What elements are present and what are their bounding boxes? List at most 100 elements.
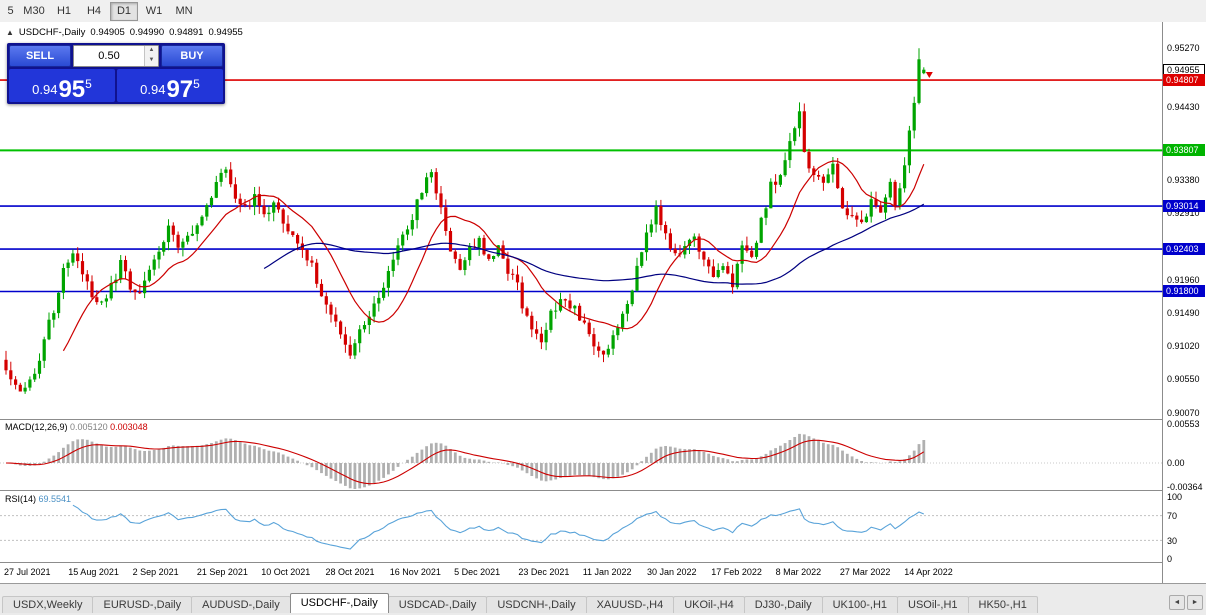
tab-usdchf-daily[interactable]: USDCHF-,Daily: [289, 593, 389, 613]
tab-hk50-h1[interactable]: HK50-,H1: [967, 596, 1038, 613]
date-label: 5 Dec 2021: [454, 567, 501, 577]
tab-usdx-weekly[interactable]: USDX,Weekly: [2, 596, 94, 613]
date-label: 2 Sep 2021: [132, 567, 179, 577]
sell-price-pip: 5: [85, 77, 92, 91]
chart-tabs: USDX,Weekly EURUSD-,Daily AUDUSD-,Daily USD…: [2, 593, 1038, 613]
buy-button[interactable]: BUY: [161, 45, 223, 67]
sell-button[interactable]: SELL: [9, 45, 71, 67]
panel-collapse-icon[interactable]: ▲: [6, 28, 14, 37]
date-label: 27 Mar 2022: [839, 567, 891, 577]
symbol-name: USDCHF-,Daily: [18, 27, 86, 38]
price-scale-label: 0.93380: [1167, 175, 1200, 186]
date-label: 27 Jul 2021: [4, 567, 51, 577]
tab-audusd-daily[interactable]: AUDUSD-,Daily: [191, 596, 291, 613]
tabs-scroll: ◄ ►: [1169, 595, 1203, 610]
rsi-scale-label: 70: [1167, 511, 1178, 521]
date-label: 10 Oct 2021: [261, 567, 311, 577]
date-label: 8 Mar 2022: [775, 567, 822, 577]
lot-increase-button[interactable]: ▲: [145, 46, 158, 56]
price-scale-label: 0.94430: [1167, 101, 1200, 112]
timeframe-button-d1[interactable]: D1: [110, 1, 138, 21]
moving-average-13: [62, 160, 925, 352]
macd-signal-value: 0.003048: [110, 422, 148, 432]
tabs-scroll-left-button[interactable]: ◄: [1169, 595, 1185, 610]
price-scale-label: 0.95270: [1167, 42, 1200, 53]
lot-size-field[interactable]: 0.50 ▲ ▼: [73, 45, 159, 67]
sell-price-base: 0.94: [32, 82, 58, 97]
date-label: 16 Nov 2021: [389, 567, 441, 577]
date-label: 15 Aug 2021: [68, 567, 119, 577]
tab-usdcnh-daily[interactable]: USDCNH-,Daily: [486, 596, 587, 613]
macd-label: MACD(12,26,9) 0.005120 0.003048: [5, 422, 148, 432]
tab-eurusd-daily[interactable]: EURUSD-,Daily: [92, 596, 193, 613]
lot-spinner: ▲ ▼: [144, 46, 158, 66]
macd-histogram: [9, 433, 926, 489]
buy-price-display[interactable]: 0.94 97 5: [117, 69, 223, 102]
macd-main-value: 0.005120: [70, 422, 108, 432]
price-scale-label: 0.90070: [1167, 408, 1200, 419]
macd-signal-line: [5, 439, 925, 485]
ohlc-high: 0.94990: [129, 27, 165, 38]
rsi-name: RSI(14): [5, 494, 37, 504]
rsi-line: [72, 504, 925, 550]
macd-scale-label: 0.00: [1167, 458, 1185, 468]
sell-price-big: 95: [58, 75, 86, 103]
tab-ukoil-h4[interactable]: UKOil-,H4: [673, 596, 745, 613]
moving-average-55: [263, 203, 925, 285]
timeframe-button-h1[interactable]: H1: [56, 5, 72, 17]
buy-price-pip: 5: [193, 77, 200, 91]
level-price-tag: 0.93807: [1163, 144, 1205, 157]
rsi-scale-label: 30: [1167, 536, 1178, 546]
one-click-trading-panel: SELL 0.50 ▲ ▼ BUY 0.94 95 5 0.94 97 5: [7, 43, 225, 104]
price-arrow: [925, 72, 933, 78]
price-scale-label: 0.91960: [1167, 275, 1200, 286]
macd-scale-label: 0.00553: [1167, 419, 1200, 429]
chart-window: ▲ USDCHF-,Daily 0.94905 0.94990 0.94891 …: [0, 22, 1206, 583]
timeframe-button-mn[interactable]: MN: [175, 5, 193, 17]
date-label: 23 Dec 2021: [518, 567, 570, 577]
level-price-tag: 0.94807: [1163, 74, 1205, 87]
price-axis: 0.95270 0.94430 0.93380 0.92910 0.91960 0.914…: [1163, 22, 1206, 583]
lot-size-value[interactable]: 0.50: [98, 50, 120, 62]
buy-price-big: 97: [166, 75, 194, 103]
date-label: 14 Apr 2022: [904, 567, 953, 577]
ohlc-low: 0.94891: [169, 27, 204, 38]
price-chart-canvas[interactable]: [0, 22, 1206, 583]
ohlc-open: 0.94905: [90, 27, 125, 38]
sell-price-display[interactable]: 0.94 95 5: [9, 69, 115, 102]
symbol-info-line: ▲ USDCHF-,Daily 0.94905 0.94990 0.94891 …: [6, 27, 243, 38]
ohlc-close: 0.94955: [208, 27, 243, 38]
tab-dj30-daily[interactable]: DJ30-,Daily: [743, 596, 823, 613]
date-label: 28 Oct 2021: [325, 567, 375, 577]
rsi-scale-label: 0: [1167, 554, 1173, 564]
time-axis: 27 Jul 2021 15 Aug 2021 2 Sep 2021 21 Sep 2…: [0, 563, 1162, 583]
timeframe-button-h4[interactable]: H4: [86, 5, 102, 17]
buy-price-base: 0.94: [140, 82, 166, 97]
macd-name: MACD(12,26,9): [5, 422, 68, 432]
level-price-tag: 0.93014: [1163, 200, 1205, 213]
rsi-value: 69.5541: [38, 494, 72, 504]
tab-xauusd-h4[interactable]: XAUUSD-,H4: [585, 596, 675, 613]
date-label: 21 Sep 2021: [196, 567, 248, 577]
timeframe-button-w1[interactable]: W1: [145, 5, 163, 17]
price-scale-label: 0.92910: [1167, 208, 1200, 219]
macd-scale-label: -0.00364: [1167, 482, 1203, 492]
chart-tabs-bar: USDX,Weekly EURUSD-,Daily AUDUSD-,Daily USD…: [0, 583, 1206, 615]
tab-uk100-h1[interactable]: UK100-,H1: [821, 596, 899, 613]
tabs-scroll-right-button[interactable]: ►: [1187, 595, 1203, 610]
timeframe-button-5[interactable]: 5: [7, 5, 14, 17]
date-label: 30 Jan 2022: [647, 567, 697, 577]
lot-decrease-button[interactable]: ▼: [145, 56, 158, 66]
rsi-scale-label: 100: [1167, 492, 1183, 502]
level-price-tag: 0.92403: [1163, 243, 1205, 256]
date-label: 11 Jan 2022: [582, 567, 632, 577]
tab-usdcad-daily[interactable]: USDCAD-,Daily: [387, 596, 488, 613]
timeframe-button-m30[interactable]: M30: [23, 5, 45, 17]
price-scale-label: 0.91490: [1167, 308, 1200, 319]
timeframe-toolbar: 5 M30 H1 H4 D1 W1 MN: [0, 0, 1206, 23]
rsi-label: RSI(14) 69.5541: [5, 494, 71, 504]
tab-usoil-h1[interactable]: USOil-,H1: [897, 596, 969, 613]
level-price-tag: 0.91800: [1163, 285, 1205, 298]
price-scale-label: 0.91020: [1167, 341, 1200, 352]
